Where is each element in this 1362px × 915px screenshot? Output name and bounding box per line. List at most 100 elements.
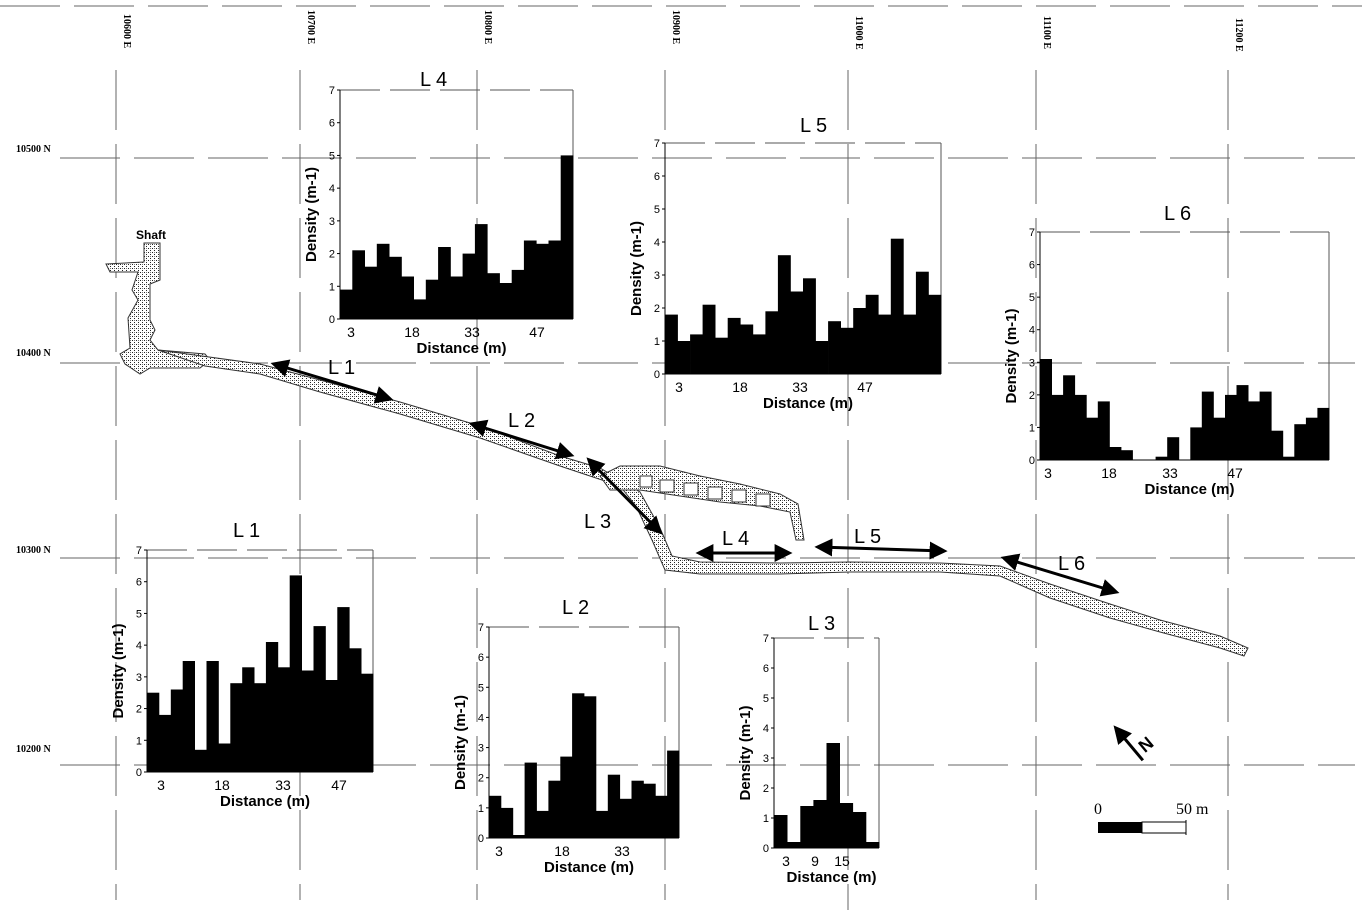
histogram-bar bbox=[1086, 417, 1099, 460]
x-tick-label: 3 bbox=[1044, 465, 1052, 481]
histogram-bar bbox=[655, 795, 668, 838]
histogram-bar bbox=[765, 311, 779, 374]
histogram-bar bbox=[182, 661, 195, 772]
histogram-bar bbox=[425, 279, 439, 319]
y-tick-label: 3 bbox=[329, 216, 335, 228]
y-axis-label: Density (m-1) bbox=[303, 167, 320, 262]
histogram-bar bbox=[826, 743, 840, 848]
section-arrow-l1 bbox=[270, 359, 394, 404]
histogram-bar bbox=[511, 269, 525, 319]
northing-labels: 10500 N 10400 N 10300 N 10200 N bbox=[16, 144, 52, 755]
chart-l4: 0 1 2 3 4 5 6 7 3 18 33 47 L 4 Distance (m) Density (m… bbox=[303, 69, 574, 357]
histogram-bar bbox=[1063, 375, 1076, 460]
histogram-bar bbox=[499, 283, 513, 319]
y-tick-label: 4 bbox=[654, 237, 660, 249]
northing-label: 10200 N bbox=[16, 744, 52, 755]
y-tick-label: 1 bbox=[763, 813, 769, 825]
chart-title: L 6 bbox=[1164, 203, 1191, 225]
histogram-bar bbox=[690, 334, 703, 374]
x-tick-label: 47 bbox=[1227, 465, 1243, 481]
easting-labels: 10600 E 10700 E 10800 E 10900 E 11000 E … bbox=[121, 10, 1244, 52]
histogram-bar bbox=[277, 667, 291, 772]
histogram-bar bbox=[158, 714, 172, 772]
y-tick-label: 2 bbox=[136, 704, 142, 716]
histogram-bar bbox=[702, 304, 716, 374]
histogram-bar bbox=[313, 626, 326, 772]
y-tick-label: 7 bbox=[329, 85, 335, 97]
histogram-bar bbox=[1201, 391, 1214, 460]
histogram-bar bbox=[1097, 401, 1110, 460]
x-tick-label: 18 bbox=[554, 843, 570, 859]
pillar bbox=[639, 475, 653, 488]
chart-l2: 0 1 2 3 4 5 6 7 3 18 33 L 2 Distance (m) Density (m-1… bbox=[452, 597, 680, 876]
section-label-l2: L 2 bbox=[508, 410, 535, 432]
histogram-bar bbox=[536, 243, 549, 319]
histogram-bar bbox=[301, 670, 314, 772]
pillar bbox=[707, 486, 723, 500]
histogram-bar bbox=[524, 762, 537, 838]
histogram-bar bbox=[584, 696, 597, 838]
histogram-bar bbox=[840, 327, 854, 374]
histogram-bar bbox=[1120, 450, 1133, 460]
histogram-bar bbox=[1294, 424, 1307, 460]
x-axis-label: Distance (m) bbox=[544, 859, 634, 876]
y-tick-label: 0 bbox=[136, 767, 142, 779]
y-tick-label: 2 bbox=[1029, 390, 1035, 402]
y-tick-label: 2 bbox=[329, 249, 335, 261]
easting-label: 11100 E bbox=[1041, 16, 1052, 49]
y-tick-label: 7 bbox=[478, 622, 484, 634]
histogram-bar bbox=[643, 783, 656, 838]
easting-label: 10600 E bbox=[121, 14, 132, 49]
section-label-l4: L 4 bbox=[722, 528, 749, 550]
histogram-bar bbox=[1271, 430, 1284, 460]
histogram-bar bbox=[631, 780, 644, 838]
histogram-bar bbox=[839, 803, 854, 848]
x-tick-label: 47 bbox=[529, 324, 545, 340]
histogram-bar bbox=[890, 238, 904, 374]
histogram-bar bbox=[865, 842, 880, 848]
histogram-bar bbox=[254, 683, 267, 772]
histogram-bar bbox=[352, 250, 365, 319]
x-tick-label: 3 bbox=[157, 777, 165, 793]
histogram-bar bbox=[852, 812, 867, 848]
x-tick-label: 3 bbox=[675, 379, 683, 395]
histogram-bar bbox=[803, 278, 816, 374]
x-tick-label: 18 bbox=[404, 324, 420, 340]
x-tick-label: 47 bbox=[331, 777, 347, 793]
histogram-bar bbox=[289, 575, 302, 772]
x-axis-label: Distance (m) bbox=[763, 395, 853, 412]
y-tick-label: 0 bbox=[654, 369, 660, 381]
histogram-bar bbox=[853, 308, 867, 374]
chart-title: L 1 bbox=[233, 520, 260, 542]
y-tick-label: 7 bbox=[654, 138, 660, 150]
x-tick-label: 18 bbox=[732, 379, 748, 395]
histogram-bar bbox=[206, 661, 219, 772]
x-axis-label: Distance (m) bbox=[416, 340, 506, 357]
histogram-bar bbox=[665, 314, 678, 374]
histogram-bar bbox=[548, 780, 561, 838]
section-label-l5: L 5 bbox=[854, 526, 881, 548]
easting-label: 11200 E bbox=[1233, 18, 1244, 52]
y-axis-label: Density (m-1) bbox=[110, 623, 127, 718]
y-tick-label: 3 bbox=[136, 672, 142, 684]
y-axis-label: Density (m-1) bbox=[737, 705, 754, 800]
histogram-bar bbox=[813, 800, 827, 848]
histogram-bar bbox=[677, 341, 691, 374]
y-axis-label: Density (m-1) bbox=[452, 695, 469, 790]
scale-end-label: 50 m bbox=[1176, 801, 1209, 818]
y-tick-label: 6 bbox=[654, 171, 660, 183]
histogram-bar bbox=[230, 683, 243, 772]
histogram-bar bbox=[536, 810, 549, 838]
shaft-label: Shaft bbox=[136, 228, 166, 242]
histogram-bar bbox=[349, 648, 362, 772]
chart-title: L 5 bbox=[800, 115, 827, 137]
y-tick-label: 3 bbox=[1029, 357, 1035, 369]
histogram-bar bbox=[727, 317, 741, 374]
histogram-bar bbox=[512, 835, 526, 838]
y-tick-label: 0 bbox=[763, 843, 769, 855]
histogram-bar bbox=[572, 693, 585, 838]
y-tick-label: 3 bbox=[478, 743, 484, 755]
histogram-bar bbox=[903, 314, 917, 374]
y-tick-label: 6 bbox=[763, 663, 769, 675]
